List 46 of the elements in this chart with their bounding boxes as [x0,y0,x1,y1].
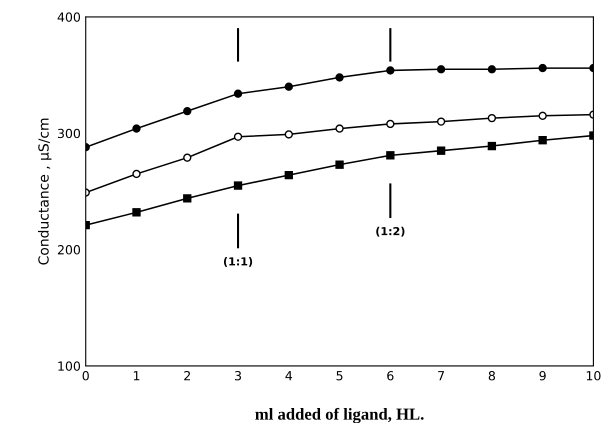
x-tick-label: 9 [539,370,546,380]
point [538,136,547,144]
point [488,65,496,74]
point [335,73,344,82]
point [386,66,395,75]
x-tick-label: 3 [235,370,242,380]
y-tick-label: 400 [58,12,80,22]
y-tick-label: 200 [58,245,80,254]
point [488,114,496,122]
point [436,146,446,155]
annotation: (1:1) [224,257,252,267]
point [234,181,242,190]
point [234,90,242,98]
point [335,160,344,169]
point [284,130,293,139]
point [132,170,141,178]
x-tick-label: 2 [184,370,190,380]
point [132,208,141,217]
x-tick-label: 10 [586,370,601,380]
x-tick-label: 4 [285,371,292,380]
x-tick-label: 6 [387,370,394,380]
x-tick-label: 1 [134,371,140,380]
point [538,64,547,72]
point [284,82,293,91]
y-tick-label: 300 [58,128,80,138]
point [335,124,344,133]
point [386,151,395,160]
point [132,124,141,133]
x-tick-label: 0 [82,370,89,380]
x-tick-label: 8 [488,370,495,380]
point [436,65,446,74]
y-axis-title: Conductance , μS/cm [38,118,52,265]
point [183,106,192,116]
point [538,112,547,120]
x-axis-title: ml added of ligand, HL. [255,408,424,423]
point [488,142,496,150]
x-tick-label: 5 [336,371,342,380]
y-tick-label: 100 [58,361,80,371]
annotation: (1:2) [376,226,404,237]
point [284,170,293,180]
x-tick-label: 7 [438,371,444,380]
point [234,132,242,141]
point [183,154,192,162]
point [386,120,395,128]
point [183,194,192,203]
point [436,117,446,126]
